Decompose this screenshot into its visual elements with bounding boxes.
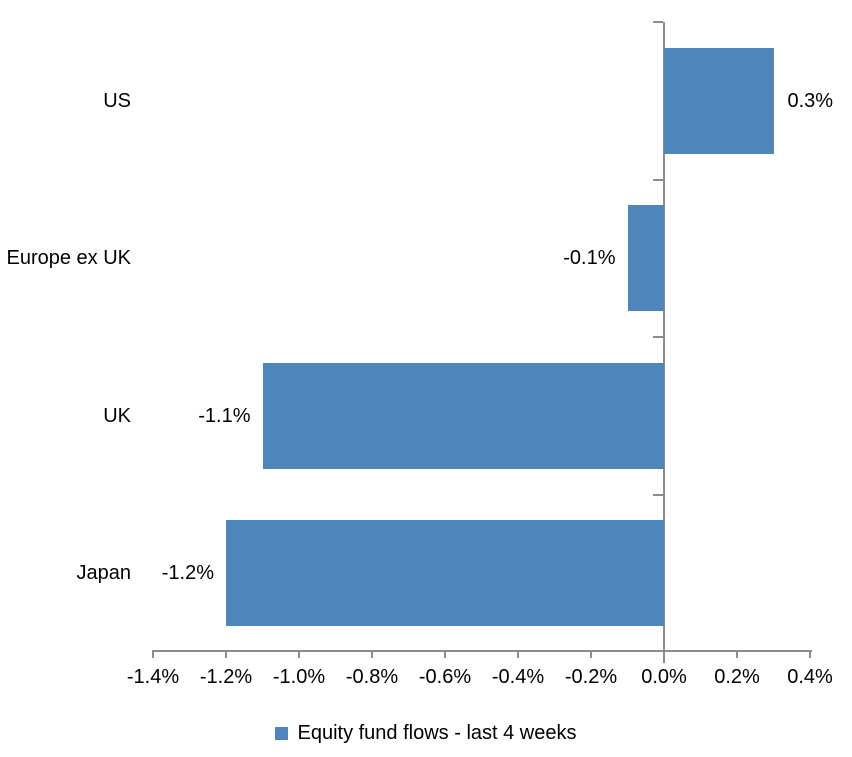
- x-tick-label: -1.2%: [199, 666, 253, 688]
- legend-marker-square: [275, 726, 289, 740]
- x-axis-tick: [517, 650, 519, 658]
- data-label: -0.1%: [563, 247, 616, 270]
- x-tick-label: -0.4%: [491, 666, 545, 688]
- category-axis-tick: [653, 336, 663, 338]
- data-label: -1.1%: [198, 404, 251, 427]
- bar-us: [664, 47, 774, 154]
- x-axis-tick: [590, 650, 592, 658]
- x-tick-label: -0.6%: [418, 666, 472, 688]
- x-tick-label: 0.4%: [787, 666, 833, 688]
- category-axis-tick: [653, 493, 663, 496]
- x-axis-tick: [736, 650, 738, 658]
- category-label: UK: [103, 404, 131, 427]
- category-axis-tick: [653, 178, 663, 181]
- bar-europe-ex-uk: [627, 205, 664, 312]
- x-tick-label: 0.0%: [641, 666, 687, 688]
- x-axis-tick: [152, 650, 154, 658]
- category-axis-tick: [653, 21, 663, 23]
- x-axis-tick: [298, 650, 300, 658]
- x-axis-tick: [444, 650, 446, 658]
- x-tick-label: -1.0%: [272, 666, 326, 688]
- x-tick-label: -0.2%: [564, 666, 618, 688]
- data-label: -1.2%: [161, 562, 214, 585]
- legend-label: Equity fund flows - last 4 weeks: [297, 721, 577, 744]
- category-label: US: [103, 89, 131, 112]
- x-axis-tick: [371, 650, 373, 658]
- legend: Equity fund flows - last 4 weeks: [0, 720, 852, 746]
- category-axis-line: [663, 22, 665, 663]
- x-axis-tick: [663, 650, 665, 658]
- x-axis-tick: [809, 650, 811, 658]
- x-tick-label: 0.2%: [714, 666, 760, 688]
- x-axis-tick: [225, 650, 227, 658]
- bar-japan: [226, 520, 664, 627]
- value-axis-line: [153, 650, 812, 652]
- data-label: 0.3%: [787, 89, 834, 112]
- category-label: Europe ex UK: [6, 247, 131, 270]
- bar-uk: [262, 362, 664, 469]
- category-label: Japan: [76, 562, 132, 585]
- x-tick-label: -0.8%: [345, 666, 399, 688]
- x-tick-label: -1.4%: [126, 666, 180, 688]
